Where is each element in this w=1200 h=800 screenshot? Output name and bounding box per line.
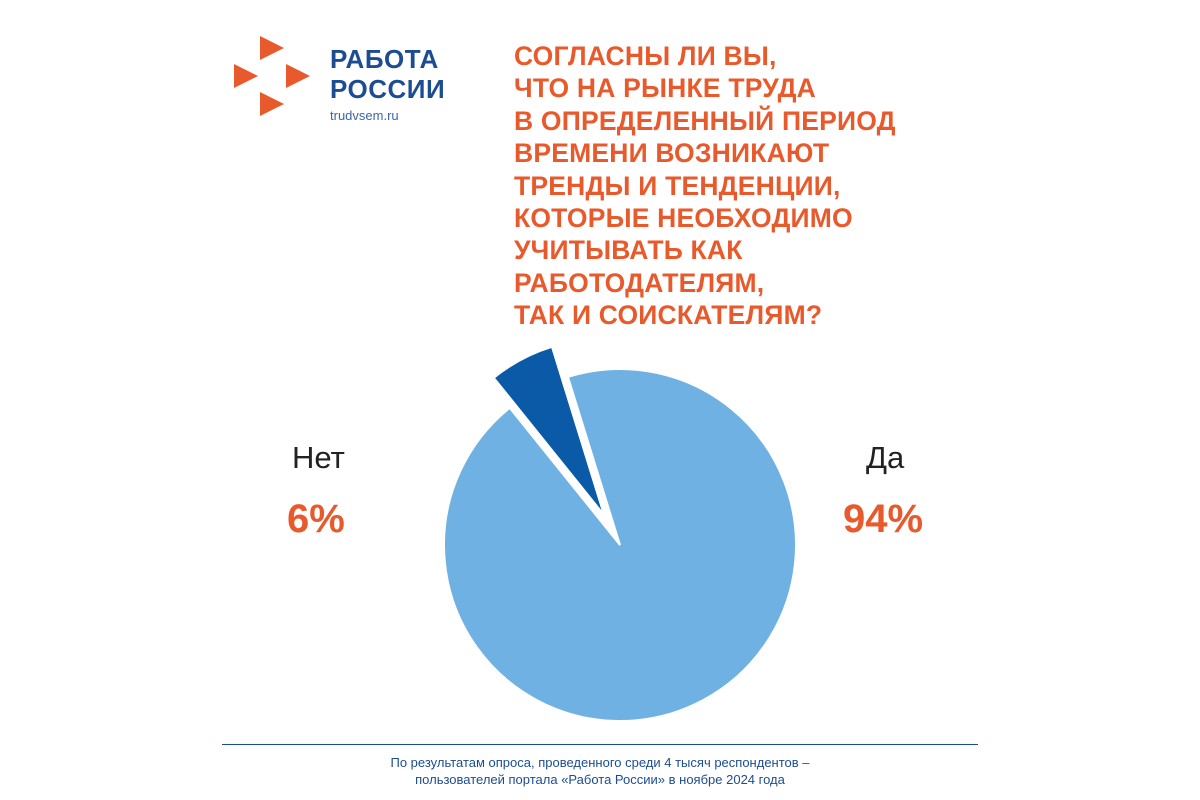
question-line: КОТОРЫЕ НЕОБХОДИМО <box>514 203 853 234</box>
question-line: ЧТО НА РЫНКЕ ТРУДА <box>514 73 816 104</box>
logo-arrow-top <box>260 36 284 60</box>
question-line: ТРЕНДЫ И ТЕНДЕНЦИИ, <box>514 170 841 201</box>
question-line: ТАК И СОИСКАТЕЛЯМ? <box>514 300 823 331</box>
question-line: В ОПРЕДЕЛЕННЫЙ ПЕРИОД <box>514 105 896 136</box>
question-line: СОГЛАСНЫ ЛИ ВЫ, <box>514 41 777 71</box>
logo-arrow-left <box>234 64 258 88</box>
survey-question: СОГЛАСНЫ ЛИ ВЫ, ЧТО НА РЫНКЕ ТРУДА В ОПР… <box>514 40 994 332</box>
logo: РАБОТА РОССИИ trudvsem.ru <box>232 34 462 124</box>
question-line: ВРЕМЕНИ ВОЗНИКАЮТ <box>514 138 830 169</box>
question-line: РАБОТОДАТЕЛЯМ, <box>514 267 765 298</box>
footnote: По результатам опроса, проведенного сред… <box>222 754 978 788</box>
footnote-line1: По результатам опроса, проведенного сред… <box>390 755 810 770</box>
slice-label-no: Нет <box>292 440 345 475</box>
logo-arrow-right <box>286 64 310 88</box>
brand-name-line1: РАБОТА <box>330 44 439 74</box>
logo-arrows-icon <box>234 36 310 116</box>
slice-value-no: 6% <box>287 497 345 541</box>
slice-value-yes: 94% <box>843 497 924 541</box>
question-line: УЧИТЫВАТЬ КАК <box>514 235 743 266</box>
pie-slice-no <box>492 345 605 516</box>
brand-name-line2: РОССИИ <box>330 74 446 104</box>
footnote-line2: пользователей портала «Работа России» в … <box>415 772 785 787</box>
logo-arrow-bottom <box>260 92 284 116</box>
footnote-divider <box>222 744 978 745</box>
pie-slice-yes <box>443 368 797 722</box>
brand-site: trudvsem.ru <box>330 108 399 123</box>
slice-label-yes: Да <box>866 440 905 475</box>
